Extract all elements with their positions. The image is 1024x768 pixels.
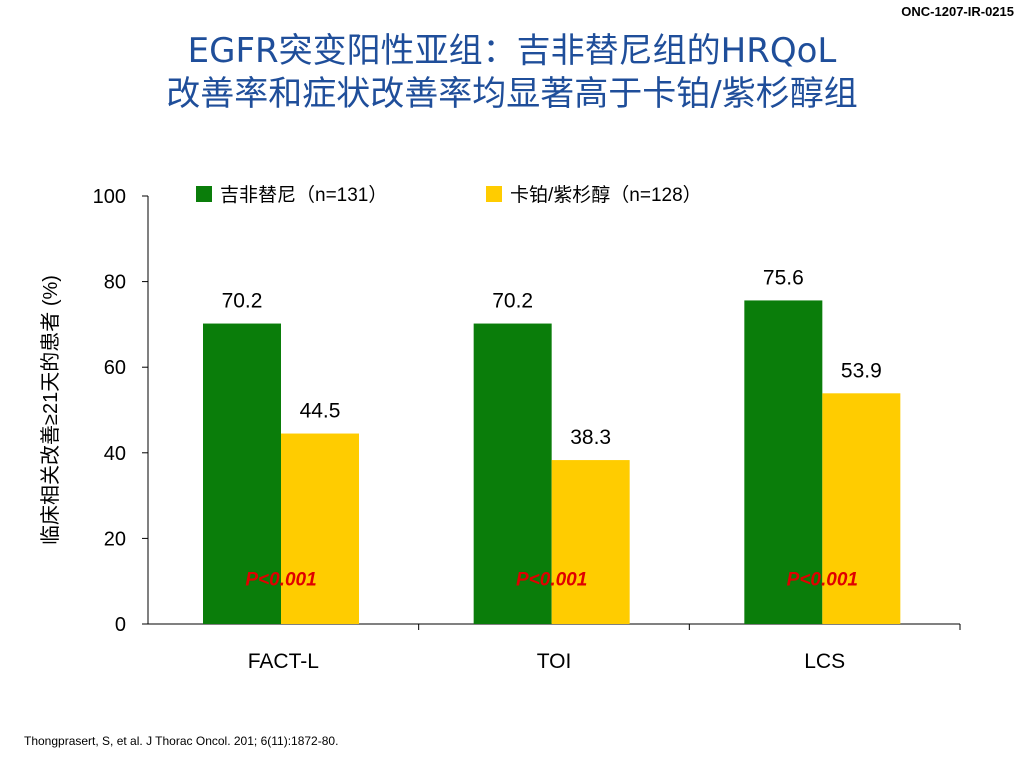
bar-value-label: 53.9	[841, 359, 882, 382]
y-tick-label: 40	[104, 443, 126, 465]
bar-series-1	[203, 323, 281, 624]
bar-value-label: 38.3	[570, 426, 611, 449]
bar-value-label: 70.2	[222, 290, 263, 313]
title-line-2: 改善率和症状改善率均显著高于卡铂/紫杉醇组	[166, 74, 858, 114]
bar-value-label: 70.2	[492, 290, 533, 313]
y-axis-label: 临床相关改善≥21天的患者 (%)	[39, 275, 62, 545]
bar-series-1	[744, 300, 823, 624]
bar-value-label: 44.5	[300, 400, 341, 423]
legend-swatch-2	[486, 186, 502, 202]
bar-series-2	[551, 460, 630, 624]
legend-label: 吉非替尼（n=131）	[220, 184, 387, 206]
title-line-1: EGFR突变阳性亚组：吉非替尼组的HRQoL	[187, 31, 837, 71]
legend-label: 卡铂/紫杉醇（n=128）	[510, 184, 702, 206]
y-tick-label: 100	[93, 186, 126, 208]
legend-swatch-1	[196, 186, 212, 202]
x-tick-label: TOI	[537, 650, 572, 673]
p-value-annotation: P<0.001	[787, 569, 858, 590]
bar-series-2	[822, 393, 901, 624]
y-tick-label: 60	[104, 357, 126, 379]
p-value-annotation: P<0.001	[516, 569, 587, 590]
y-tick-label: 20	[104, 528, 126, 550]
p-value-annotation: P<0.001	[245, 569, 316, 590]
y-tick-label: 0	[115, 614, 126, 636]
document-code: ONC-1207-IR-0215	[901, 4, 1014, 19]
x-tick-label: FACT-L	[248, 650, 319, 673]
reference-citation: Thongprasert, S, et al. J Thorac Oncol. …	[24, 734, 339, 748]
slide-title: EGFR突变阳性亚组：吉非替尼组的HRQoL 改善率和症状改善率均显著高于卡铂/…	[0, 30, 1024, 116]
bar-series-1	[473, 323, 552, 624]
bar-value-label: 75.6	[763, 266, 804, 289]
bar-series-2	[281, 433, 359, 624]
y-tick-label: 80	[104, 272, 126, 294]
x-tick-label: LCS	[804, 650, 845, 673]
